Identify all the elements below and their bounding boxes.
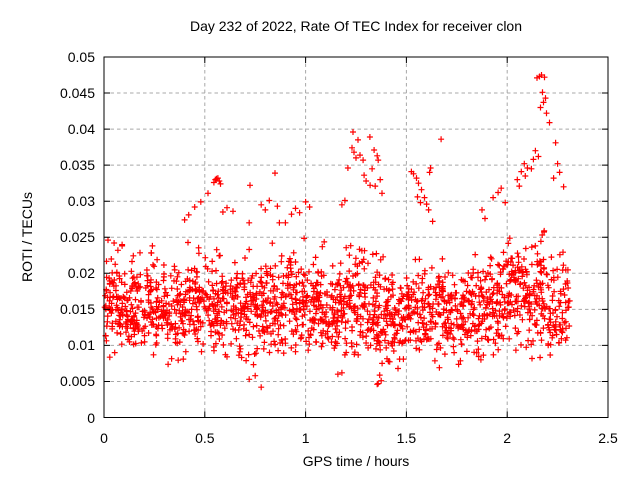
grid-lines — [104, 57, 608, 418]
y-tick-label: 0.025 — [59, 229, 95, 246]
tick-marks — [103, 56, 609, 418]
y-tick-label: 0.02 — [67, 265, 95, 282]
x-tick-label: 0 — [100, 429, 108, 446]
x-tick-label: 2.5 — [598, 429, 618, 446]
x-tick-label: 0.5 — [195, 429, 215, 446]
y-tick-label: 0.045 — [59, 85, 95, 102]
y-tick-label: 0 — [87, 409, 95, 426]
plot-frame — [103, 56, 609, 418]
x-axis-label: GPS time / hours — [302, 453, 410, 469]
x-tick-label: 1 — [301, 429, 310, 446]
y-tick-label: 0.01 — [67, 337, 95, 354]
y-axis-label: ROTI / TECUs — [19, 192, 35, 282]
scatter-points — [101, 72, 573, 391]
y-tick-label: 0.05 — [67, 49, 95, 65]
x-tick-label: 2 — [503, 429, 512, 446]
x-tick-label: 1.5 — [396, 429, 417, 446]
y-tick-label: 0.015 — [59, 301, 95, 318]
y-tick-label: 0.005 — [59, 373, 95, 390]
y-tick-label: 0.04 — [67, 121, 95, 138]
y-tick-label: 0.03 — [67, 193, 95, 210]
y-tick-label: 0.035 — [59, 157, 95, 174]
chart-title: Day 232 of 2022, Rate Of TEC Index for r… — [189, 18, 523, 34]
